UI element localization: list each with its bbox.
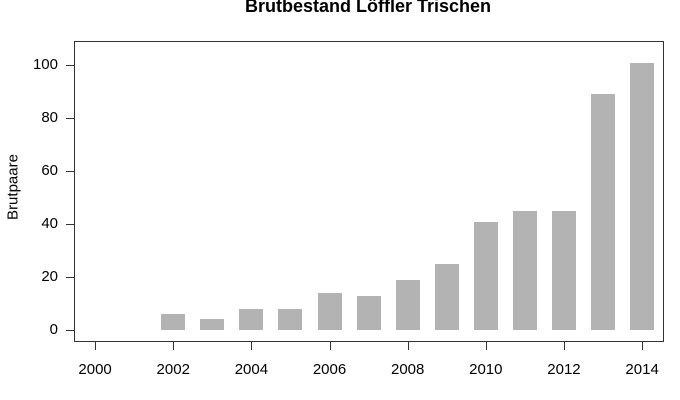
x-tick-2004 [251, 342, 253, 350]
y-tick-40 [66, 224, 74, 226]
bar-2012 [551, 210, 576, 331]
y-tick-label-20: 20 [41, 268, 58, 286]
bar-2011 [512, 210, 537, 331]
bar-2014 [630, 62, 655, 331]
y-tick-label-60: 60 [41, 162, 58, 180]
x-tick-2012 [563, 342, 565, 350]
x-tick-2014 [642, 342, 644, 350]
bar-2004 [239, 308, 264, 331]
bar-2002 [161, 314, 186, 331]
y-tick-60 [66, 171, 74, 173]
y-tick-label-40: 40 [41, 215, 58, 233]
bar-2003 [200, 319, 225, 331]
x-tick-label-2006: 2006 [312, 361, 347, 378]
x-tick-2010 [485, 342, 487, 350]
bar-2008 [395, 279, 420, 331]
y-tick-label-80: 80 [41, 109, 58, 127]
bar-2005 [278, 308, 303, 331]
x-tick-2008 [407, 342, 409, 350]
x-tick-label-2010: 2010 [469, 361, 503, 378]
x-tick-2000 [95, 342, 97, 350]
x-tick-2002 [173, 342, 175, 350]
bar-2007 [356, 295, 381, 331]
plot-area-border [74, 41, 664, 342]
chart-title: Brutbestand Löffler Trischen [244, 0, 492, 16]
bar-2013 [591, 94, 616, 331]
bar-2010 [473, 221, 498, 331]
x-tick-label-2000: 2000 [78, 361, 112, 378]
y-tick-label-0: 0 [49, 321, 58, 339]
x-tick-label-2012: 2012 [547, 361, 581, 378]
y-tick-label-100: 100 [32, 56, 58, 74]
y-tick-0 [66, 330, 74, 332]
y-tick-20 [66, 277, 74, 279]
x-tick-label-2008: 2008 [390, 361, 425, 378]
bar-2009 [434, 263, 459, 331]
x-tick-label-2004: 2004 [234, 361, 269, 378]
x-tick-label-2002: 2002 [156, 361, 190, 378]
y-tick-100 [66, 65, 74, 67]
x-tick-2006 [329, 342, 331, 350]
bar-2006 [317, 293, 342, 331]
y-tick-80 [66, 118, 74, 120]
x-tick-label-2014: 2014 [625, 361, 659, 378]
